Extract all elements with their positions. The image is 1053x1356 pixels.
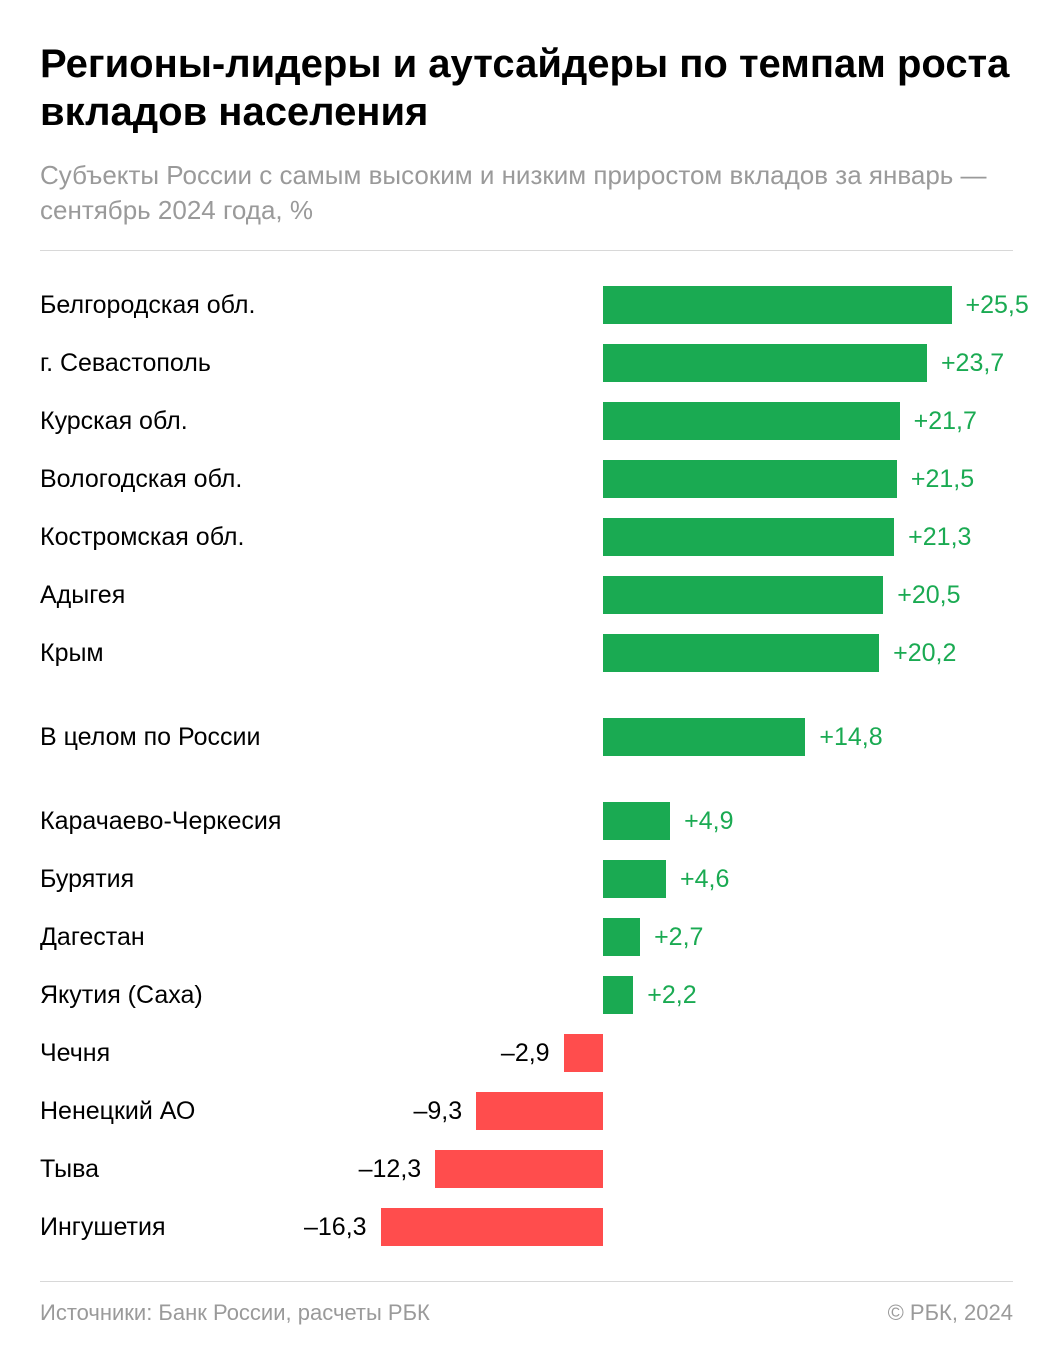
bar-chart: Белгородская обл.+25,5г. Севастополь+23,…: [40, 279, 1013, 1253]
row-value: +4,6: [680, 856, 729, 902]
header-divider: [40, 250, 1013, 251]
row-label: В целом по России: [40, 723, 330, 752]
bar: [603, 802, 670, 840]
row-label: г. Севастополь: [40, 349, 330, 378]
row-value: +20,2: [893, 630, 956, 676]
row-label: Крым: [40, 639, 330, 668]
chart-title: Регионы-лидеры и аутсайдеры по темпам ро…: [40, 40, 1013, 136]
row-label: Ингушетия: [40, 1213, 330, 1242]
chart-row: Якутия (Саха) +2,2: [40, 969, 1013, 1021]
bar-area: –9,3: [330, 1088, 1013, 1134]
bar-area: –2,9: [330, 1030, 1013, 1076]
row-value: +21,5: [911, 456, 974, 502]
bar: [603, 402, 899, 440]
bar: [603, 718, 805, 756]
bar-area: –12,3: [330, 1146, 1013, 1192]
row-value: +21,3: [908, 514, 971, 560]
footer-divider: [40, 1281, 1013, 1282]
row-label: Тыва: [40, 1155, 330, 1184]
bar-area: +2,2: [330, 972, 1013, 1018]
row-label: Дагестан: [40, 923, 330, 952]
bar-area: +4,9: [330, 798, 1013, 844]
bar: [603, 344, 927, 382]
row-value: +20,5: [897, 572, 960, 618]
chart-row: Дагестан +2,7: [40, 911, 1013, 963]
row-label: Бурятия: [40, 865, 330, 894]
chart-row: Крым +20,2: [40, 627, 1013, 679]
bar: [603, 860, 666, 898]
bar-area: +21,3: [330, 514, 1013, 560]
bar: [603, 286, 951, 324]
row-value: +25,5: [966, 282, 1029, 328]
row-label: Курская обл.: [40, 407, 330, 436]
bar: [564, 1034, 604, 1072]
bar: [603, 518, 894, 556]
bar-area: +20,2: [330, 630, 1013, 676]
chart-row: Белгородская обл.+25,5: [40, 279, 1013, 331]
row-value: +2,7: [654, 914, 703, 960]
chart-row: Карачаево-Черкесия +4,9: [40, 795, 1013, 847]
row-value: –16,3: [304, 1204, 367, 1250]
bar: [603, 918, 640, 956]
bar-area: –16,3: [330, 1204, 1013, 1250]
row-label: Вологодская обл.: [40, 465, 330, 494]
bar-area: +20,5: [330, 572, 1013, 618]
bar-area: +21,7: [330, 398, 1013, 444]
chart-row: Ингушетия–16,3: [40, 1201, 1013, 1253]
row-label: Ненецкий АО: [40, 1097, 330, 1126]
bar: [603, 576, 883, 614]
bar: [603, 634, 879, 672]
row-label: Чечня: [40, 1039, 330, 1068]
row-label: Белгородская обл.: [40, 291, 330, 320]
chart-row: Адыгея +20,5: [40, 569, 1013, 621]
footer-copyright: © РБК, 2024: [888, 1300, 1013, 1326]
chart-row: В целом по России +14,8: [40, 711, 1013, 763]
bar: [476, 1092, 603, 1130]
chart-subtitle: Субъекты России с самым высоким и низким…: [40, 158, 1013, 228]
row-value: –2,9: [501, 1030, 550, 1076]
chart-row: Чечня –2,9: [40, 1027, 1013, 1079]
bar-area: +23,7: [330, 340, 1013, 386]
row-value: +4,9: [684, 798, 733, 844]
row-label: Адыгея: [40, 581, 330, 610]
chart-row: Ненецкий АО –9,3: [40, 1085, 1013, 1137]
bar-area: +4,6: [330, 856, 1013, 902]
row-value: +14,8: [819, 714, 882, 760]
bar-area: +14,8: [330, 714, 1013, 760]
chart-row: Вологодская обл. +21,5: [40, 453, 1013, 505]
bar: [603, 976, 633, 1014]
row-value: +2,2: [647, 972, 696, 1018]
chart-row: Бурятия +4,6: [40, 853, 1013, 905]
row-label: Костромская обл.: [40, 523, 330, 552]
footer-source: Источники: Банк России, расчеты РБК: [40, 1300, 430, 1326]
chart-row: Костромская обл. +21,3: [40, 511, 1013, 563]
chart-row: Курская обл. +21,7: [40, 395, 1013, 447]
row-value: –9,3: [414, 1088, 463, 1134]
bar: [603, 460, 897, 498]
bar: [435, 1150, 603, 1188]
bar-area: +21,5: [330, 456, 1013, 502]
bar: [381, 1208, 604, 1246]
row-value: +21,7: [914, 398, 977, 444]
row-label: Карачаево-Черкесия: [40, 807, 330, 836]
row-value: –12,3: [359, 1146, 422, 1192]
bar-area: +25,5: [330, 282, 1013, 328]
chart-row: г. Севастополь +23,7: [40, 337, 1013, 389]
bar-area: +2,7: [330, 914, 1013, 960]
chart-row: Тыва –12,3: [40, 1143, 1013, 1195]
row-label: Якутия (Саха): [40, 981, 330, 1010]
row-value: +23,7: [941, 340, 1004, 386]
